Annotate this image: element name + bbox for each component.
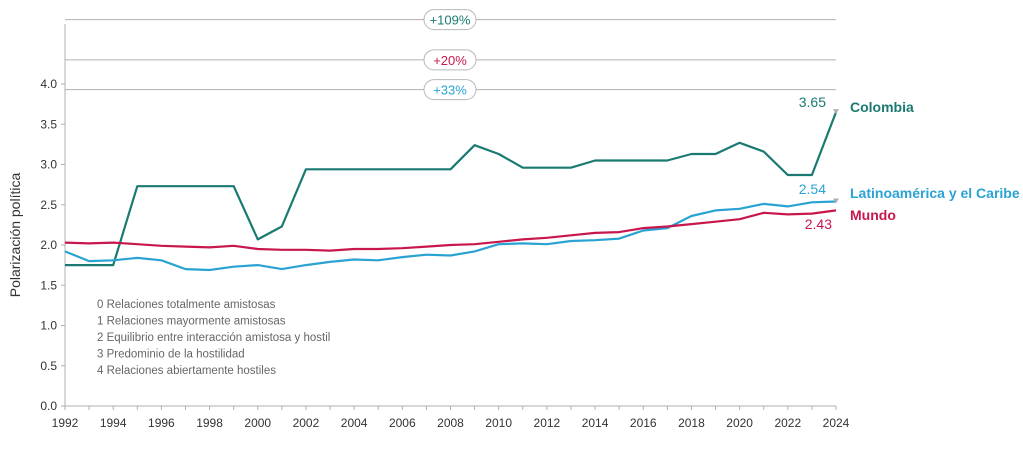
x-tick-label: 1996	[148, 416, 175, 430]
end-marker-latam	[833, 198, 839, 204]
scale-legend-item: 4 Relaciones abiertamente hostiles	[97, 365, 276, 377]
x-tick-label: 1992	[52, 416, 79, 430]
growth-badge-label: +20%	[433, 53, 467, 68]
x-tick-label: 2012	[534, 416, 561, 430]
x-tick-label: 2000	[244, 416, 271, 430]
x-tick-label: 2020	[726, 416, 753, 430]
scale-legend-item: 0 Relaciones totalmente amistosas	[97, 299, 276, 311]
scale-legend-item: 1 Relaciones mayormente amistosas	[97, 316, 286, 328]
x-tick-label: 1994	[100, 416, 127, 430]
y-tick-labels: 0.0 0.5 1.0 1.5 2.0 2.5 3.0 3.5 4.0	[40, 77, 65, 413]
y-tick-label: 4.0	[40, 77, 57, 91]
growth-badge-label: +33%	[433, 83, 467, 98]
x-tick-label: 2010	[485, 416, 512, 430]
scale-legend: 0 Relaciones totalmente amistosas 1 Relac…	[97, 299, 330, 377]
y-tick-label: 1.0	[40, 319, 57, 333]
x-tick-label: 2022	[774, 416, 801, 430]
x-tick-label: 2004	[341, 416, 368, 430]
scale-legend-item: 2 Equilibrio entre interacción amistosa …	[97, 332, 330, 344]
y-tick-label: 0.0	[40, 399, 57, 413]
series-line-mundo	[64, 209, 837, 252]
x-tick-label: 2008	[437, 416, 464, 430]
series-name-colombia: Colombia	[850, 99, 914, 115]
end-value-latam: 2.54	[799, 181, 826, 197]
series-line-colombia	[65, 111, 838, 267]
y-tick-label: 2.0	[40, 238, 57, 252]
x-tick-label: 2014	[582, 416, 609, 430]
x-tick-label: 1998	[196, 416, 223, 430]
end-markers: 3.65 Colombia 2.54 Latinoamérica y el Carib…	[799, 94, 1020, 232]
series-line-latam	[64, 200, 837, 272]
y-tick-label: 0.5	[40, 359, 57, 373]
x-tick-labels: 1992 1994 1996 1998 2000 2002 2004 2006 2008 2010…	[52, 406, 850, 430]
end-value-mundo: 2.43	[805, 216, 832, 232]
series-name-mundo: Mundo	[850, 207, 896, 223]
x-tick-label: 2024	[823, 416, 850, 430]
series-name-latam: Latinoamérica y el Caribe	[850, 185, 1020, 201]
growth-badges: +109% +20% +33%	[423, 9, 477, 101]
scale-legend-item: 3 Predominio de la hostilidad	[97, 349, 245, 361]
y-tick-label: 3.0	[40, 158, 57, 172]
x-tick-label: 2002	[293, 416, 320, 430]
end-value-colombia: 3.65	[799, 94, 826, 110]
y-axis-label: Polarización política	[7, 173, 23, 298]
y-tick-label: 2.5	[40, 198, 57, 212]
series-lines	[64, 111, 838, 272]
x-tick-label: 2006	[389, 416, 416, 430]
x-tick-label: 2018	[678, 416, 705, 430]
y-tick-label: 1.5	[40, 278, 57, 292]
end-marker-colombia	[833, 109, 839, 115]
growth-badge-outline	[423, 49, 477, 71]
growth-badge-outline	[423, 9, 477, 31]
y-tick-label: 3.5	[40, 117, 57, 131]
growth-badge-label: +109%	[430, 13, 471, 28]
x-tick-label: 2016	[630, 416, 657, 430]
growth-badge-outline	[423, 79, 477, 101]
